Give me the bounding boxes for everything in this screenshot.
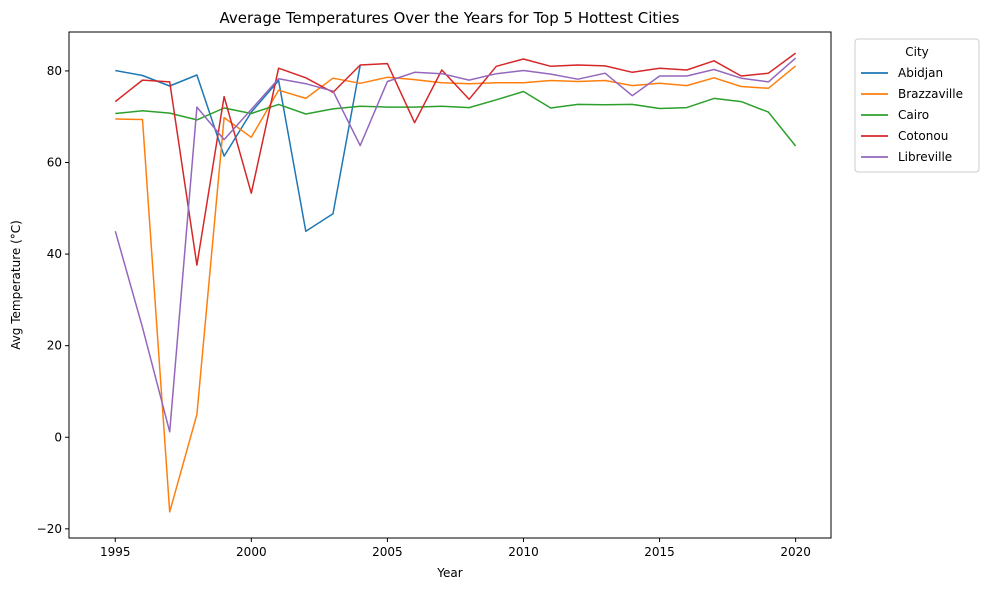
x-tick-label: 2000	[236, 545, 267, 559]
y-axis-label: Avg Temperature (°C)	[9, 220, 23, 350]
series-lines	[114, 52, 797, 513]
y-tick-label: 40	[47, 247, 62, 261]
x-tick-label: 2005	[372, 545, 403, 559]
y-tick-label: 60	[47, 156, 62, 170]
plot-area	[68, 31, 832, 539]
series-line-brazzaville	[115, 65, 797, 513]
legend-label-cotonou: Cotonou	[898, 129, 948, 143]
series-line-libreville	[114, 57, 797, 433]
legend-label-abidjan: Abidjan	[898, 66, 943, 80]
x-tick-label: 1995	[100, 545, 131, 559]
legend-label-libreville: Libreville	[898, 150, 952, 164]
legend-items: Abidjan Brazzaville Cairo Cotonou Libreville	[861, 66, 963, 164]
x-axis: 1995 2000 2005 2010 2015 2020	[100, 538, 811, 559]
x-tick-label: 2020	[780, 545, 811, 559]
y-tick-label: −20	[37, 522, 62, 536]
series-line-abidjan	[115, 65, 361, 232]
legend-title: City	[905, 45, 929, 59]
series-line-cairo	[115, 90, 797, 147]
y-tick-label: 0	[54, 430, 62, 444]
chart-title: Average Temperatures Over the Years for …	[220, 9, 680, 27]
series-line-cotonou	[114, 52, 797, 266]
legend-label-brazzaville: Brazzaville	[898, 87, 963, 101]
x-axis-label: Year	[436, 566, 462, 580]
y-tick-label: 80	[47, 64, 62, 78]
y-tick-label: 20	[47, 339, 62, 353]
legend-label-cairo: Cairo	[898, 108, 929, 122]
x-tick-label: 2010	[508, 545, 539, 559]
x-tick-label: 2015	[644, 545, 675, 559]
legend: City Abidjan Brazzaville Cairo Cotonou Libre…	[854, 38, 980, 173]
y-axis: −20 0 20 40 60 80	[37, 64, 69, 536]
